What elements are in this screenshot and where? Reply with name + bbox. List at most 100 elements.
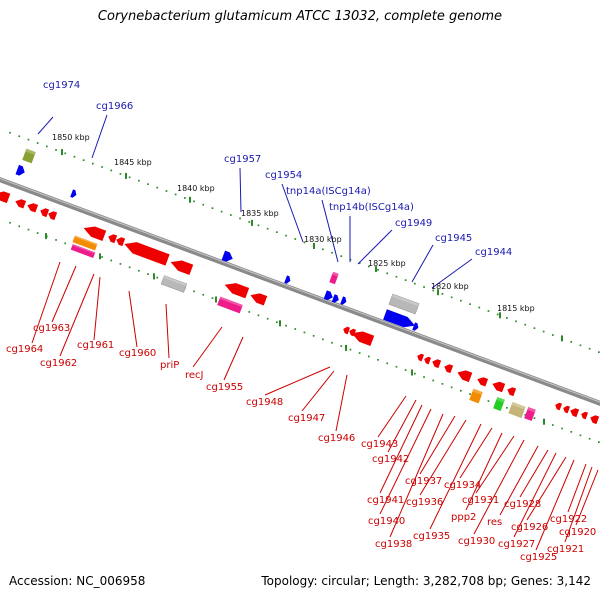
gene-label-reverse: cg1942 <box>372 454 409 465</box>
reverse-gene-arrow <box>555 402 563 411</box>
leader-line-reverse <box>301 370 335 412</box>
gene-label-reverse: cg1943 <box>361 439 398 450</box>
outer-dot <box>524 323 527 326</box>
gene-label-reverse: cg1930 <box>458 536 495 547</box>
outer-major-tick <box>499 312 501 319</box>
leader-line-forward <box>321 199 339 263</box>
leader-line-forward <box>357 229 393 265</box>
outer-dot <box>101 166 103 168</box>
leader-line-reverse <box>93 276 101 341</box>
gene-label-reverse: cg1948 <box>246 397 283 408</box>
outer-dot <box>588 347 591 350</box>
inner-dot <box>395 365 398 368</box>
outer-dot <box>257 224 260 227</box>
inner-dot <box>119 263 122 265</box>
gene-label-reverse: cg1922 <box>550 514 587 525</box>
leader-line-reverse <box>465 432 503 511</box>
inner-major-tick <box>99 253 101 260</box>
gene-label-reverse: ppp2 <box>451 512 476 523</box>
leader-line-reverse <box>535 459 575 551</box>
outer-dot <box>322 248 324 251</box>
inner-dot <box>36 232 39 234</box>
inner-dot <box>285 324 287 327</box>
outer-dot <box>64 152 67 155</box>
gene-label-reverse: cg1937 <box>405 476 442 487</box>
outer-dot <box>506 317 508 319</box>
gene-label-reverse: cg1964 <box>6 344 43 355</box>
gene-label-reverse: cg1934 <box>444 480 481 491</box>
scale-tick-label: 1830 kbp <box>304 235 342 244</box>
outer-dot <box>202 203 205 206</box>
reverse-gene-arrow <box>444 364 454 374</box>
reverse-gene-arrow <box>349 328 357 337</box>
outer-dot <box>441 293 444 295</box>
forward-gene-arrow <box>383 309 415 328</box>
gene-label-forward: cg1949 <box>395 218 432 229</box>
inner-dot <box>450 386 453 389</box>
inner-dot <box>377 359 379 361</box>
gene-gray-box <box>388 293 420 315</box>
reverse-gene-arrow <box>343 326 351 335</box>
scale-tick-labels: 1850 kbp 1845 kbp 1840 kbp 1835 kbp 1830 kbp… <box>52 133 535 313</box>
outer-dot <box>579 344 582 347</box>
inner-major-tick <box>411 369 413 376</box>
outer-dot <box>184 197 186 199</box>
inner-dot <box>128 266 131 269</box>
outer-dot <box>386 272 389 275</box>
outer-dot <box>533 327 536 329</box>
outer-dot <box>138 179 140 182</box>
forward-gene-arrow <box>284 275 291 284</box>
inner-dot <box>349 348 352 351</box>
inner-dot <box>588 437 591 440</box>
forward-gene-arrow <box>323 290 333 301</box>
scale-tick-label: 1845 kbp <box>114 158 152 167</box>
gene-label-reverse: cg1935 <box>413 531 450 542</box>
gene-label-reverse: cg1926 <box>511 522 548 533</box>
inner-dot <box>570 431 573 433</box>
outer-dot <box>377 269 379 271</box>
leader-line-forward <box>37 116 54 135</box>
inner-dot <box>211 297 214 299</box>
leader-line-reverse <box>165 303 170 359</box>
outer-dot <box>230 214 232 216</box>
outer-dot <box>460 299 462 302</box>
outer-dot <box>9 131 11 134</box>
gene-label-reverse: cg1938 <box>375 539 412 550</box>
leader-line-reverse <box>564 466 593 543</box>
reverse-gene-arrow <box>492 381 506 393</box>
inner-dot <box>27 228 30 231</box>
leader-line-reverse <box>475 435 515 494</box>
outer-dot <box>395 275 398 278</box>
genome-backbone <box>0 177 600 406</box>
label-leader-lines <box>31 114 599 551</box>
inner-dot <box>64 242 67 245</box>
outer-major-tick <box>561 335 563 342</box>
leader-line-reverse <box>513 452 557 538</box>
outer-dot <box>248 221 251 223</box>
gene-olive-box <box>22 148 36 164</box>
leader-line-reverse <box>499 445 539 516</box>
leader-line-reverse <box>31 261 61 344</box>
inner-major-tick <box>279 320 281 327</box>
forward-gene-arrow <box>221 250 233 262</box>
outer-dot <box>570 341 573 343</box>
leader-line-forward <box>91 114 108 159</box>
outer-dot <box>110 169 113 172</box>
gene-pink-box <box>524 406 536 422</box>
gene-label-reverse: cg1961 <box>77 340 114 351</box>
leader-line-reverse <box>473 439 525 535</box>
gene-labels: cg1974 cg1966 cg1957 cg1954 tnp14a(ISCg14a) t… <box>6 80 596 563</box>
leader-line-reverse <box>419 415 456 475</box>
outer-major-tick <box>189 196 191 203</box>
forward-gene-arrow <box>340 296 347 305</box>
leader-line-reverse <box>567 463 587 513</box>
outer-dot <box>92 162 94 165</box>
outer-scale-dots <box>9 131 600 353</box>
leader-line-reverse <box>419 419 467 496</box>
inner-dot <box>552 424 554 426</box>
leader-line-reverse <box>51 265 77 323</box>
inner-dot <box>9 221 11 224</box>
gene-label-reverse: cg1960 <box>119 348 156 359</box>
leader-line-reverse <box>387 399 417 453</box>
inner-dot <box>441 383 444 385</box>
